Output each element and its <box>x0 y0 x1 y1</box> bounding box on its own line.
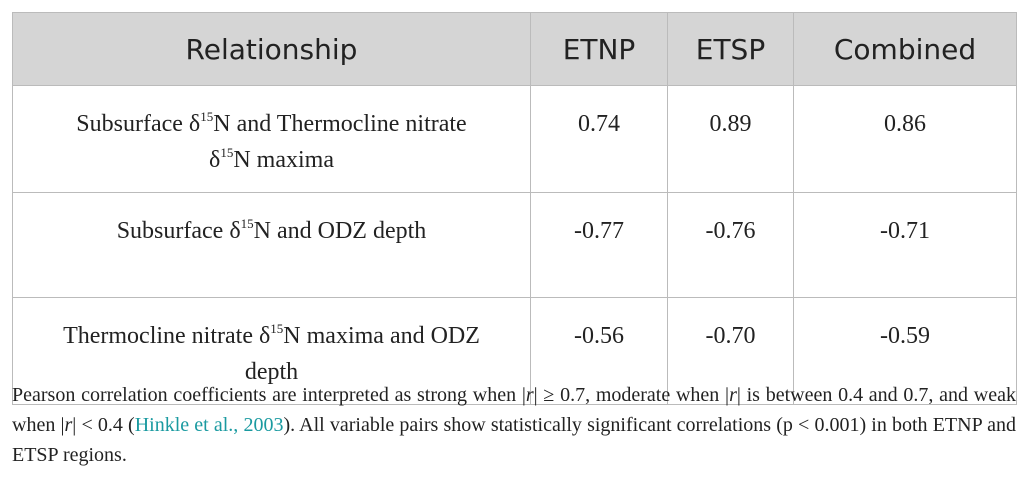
caption-text: | is between 0.4 and 0.7, and weak when … <box>12 384 1016 436</box>
value-cell: 0.86 <box>793 85 1017 193</box>
value-cell: -0.71 <box>793 192 1017 298</box>
caption-italic: r <box>64 414 73 436</box>
superscript: 15 <box>240 216 254 231</box>
value-cell: -0.77 <box>530 192 668 298</box>
value-cell: -0.70 <box>667 297 794 405</box>
table-row: Thermocline nitrate δ15N maxima and ODZ … <box>12 297 1017 405</box>
superscript: 15 <box>200 109 214 124</box>
value-cell: 0.89 <box>667 85 794 193</box>
relationship-cell: Subsurface δ15N and ODZ depth <box>12 192 531 298</box>
relationship-cell: Subsurface δ15N and Thermocline nitrate … <box>12 85 531 193</box>
value-cell: -0.56 <box>530 297 668 405</box>
caption-text: ). All variable pairs show statistically… <box>12 414 1016 466</box>
table-container: Relationship ETNP ETSP Combined Subsurface … <box>12 12 1017 405</box>
table: Relationship ETNP ETSP Combined Subsurface … <box>12 12 1017 405</box>
cell-text: N maxima and ODZ depth <box>244 323 480 385</box>
column-header: ETNP <box>530 12 668 86</box>
caption-italic: r <box>525 384 534 406</box>
table-row: Subsurface δ15N and ODZ depth -0.77 -0.76-… <box>12 192 1017 298</box>
caption-text: Pearson correlation coefficients are int… <box>12 384 526 406</box>
citation-link[interactable]: Hinkle et al., 2003 <box>134 414 284 436</box>
caption-text: | < 0.4 ( <box>72 414 135 436</box>
header-row: Relationship ETNP ETSP Combined <box>12 12 1017 86</box>
column-header: Relationship <box>12 12 531 86</box>
superscript: 15 <box>270 321 284 336</box>
cell-text: N maxima <box>233 147 334 173</box>
relationship-cell: Thermocline nitrate δ15N maxima and ODZ … <box>12 297 531 405</box>
value-cell: 0.74 <box>530 85 668 193</box>
column-header: Combined <box>793 12 1017 86</box>
cell-text: Subsurface δ <box>116 218 241 244</box>
value-cell: -0.59 <box>793 297 1017 405</box>
table-row: Subsurface δ15N and Thermocline nitrate … <box>12 85 1017 193</box>
value-cell: -0.76 <box>667 192 794 298</box>
cell-text: Thermocline nitrate δ <box>63 323 271 349</box>
cell-text: N and Thermocline nitrate δ <box>209 111 467 173</box>
caption-text: | ≥ 0.7, moderate when | <box>533 384 730 406</box>
caption-italic: r <box>729 384 737 406</box>
caption: Pearson correlation coefficients are int… <box>12 380 1016 470</box>
cell-text: Subsurface δ <box>76 111 201 137</box>
superscript: 15 <box>220 145 234 160</box>
cell-text: N and ODZ depth <box>253 218 427 244</box>
column-header: ETSP <box>667 12 794 86</box>
